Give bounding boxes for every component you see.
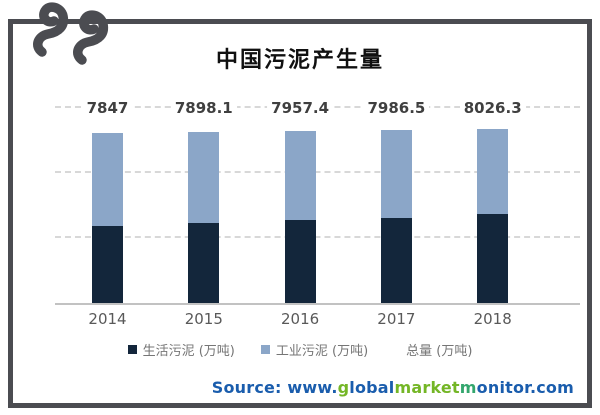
legend-label: 生活污泥 (万吨)	[142, 344, 235, 359]
legend-label: 总量 (万吨)	[406, 344, 473, 359]
plot-area: 7847 2014 7898.1 2015 7957.4 2016 7986.5 2017 80…	[55, 95, 580, 328]
total-value-label: 7898.1	[170, 99, 237, 117]
x-tick-label: 2014	[88, 310, 127, 328]
legend-item-total: 总量 (万吨)	[406, 340, 472, 359]
stacked-bar-2016	[284, 130, 316, 303]
total-value-label: 7957.4	[267, 99, 334, 117]
bar-segment	[284, 220, 316, 303]
source-segment: lobal	[349, 378, 395, 397]
legend-swatch-dark-icon	[127, 345, 137, 354]
source-segment: g	[337, 378, 350, 397]
gridline	[55, 171, 580, 173]
source-segment: Source: www.	[211, 378, 338, 397]
legend-item-domestic-sludge: 生活污泥 (万吨)	[127, 340, 235, 359]
total-value-label: 8026.3	[459, 99, 526, 117]
total-value-label: 7986.5	[363, 99, 430, 117]
bar-segment	[380, 129, 412, 218]
bar-segment	[380, 217, 412, 303]
gridline	[55, 236, 580, 238]
source-segment: market	[394, 378, 460, 397]
legend-item-industrial-sludge: 工业污泥 (万吨)	[260, 340, 369, 359]
chart-frame	[8, 19, 592, 408]
bar-segment	[188, 223, 220, 303]
source-text: Source: www.globalmarketmonitor.com	[212, 378, 574, 397]
bar-segment	[92, 133, 123, 227]
stacked-bar-2015	[188, 131, 220, 303]
bar-segment	[477, 129, 509, 214]
x-tick-label: 2017	[377, 310, 416, 328]
x-tick-label: 2018	[473, 310, 512, 328]
bar-segment	[188, 131, 220, 223]
source-segment: onitor.com	[476, 378, 574, 397]
page-title: 中国污泥产生量	[215, 48, 384, 73]
legend-label: 工业污泥 (万吨)	[275, 344, 369, 359]
stacked-bar-2014	[92, 133, 123, 303]
bar-segment	[477, 214, 509, 303]
brand-logo-icon	[33, 2, 109, 65]
source-segment: m	[459, 378, 477, 397]
stacked-bar-2018	[477, 129, 509, 303]
bar-segment	[92, 226, 123, 303]
stacked-bar-2017	[380, 129, 412, 303]
x-tick-label: 2016	[281, 310, 320, 328]
x-tick-label: 2015	[184, 310, 223, 328]
bar-segment	[284, 130, 316, 220]
legend: 生活污泥 (万吨) 工业污泥 (万吨) 总量 (万吨)	[0, 340, 600, 359]
total-value-label: 7847	[82, 99, 133, 117]
legend-swatch-light-icon	[260, 345, 270, 354]
